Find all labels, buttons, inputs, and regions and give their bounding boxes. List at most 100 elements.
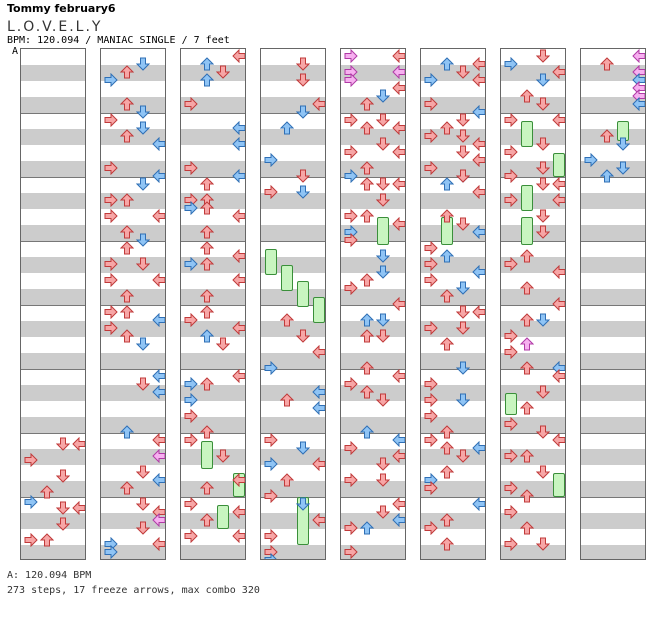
up-arrow-icon — [56, 517, 70, 531]
beat-band — [341, 225, 405, 241]
up-arrow-icon — [376, 393, 390, 407]
down-arrow-icon — [120, 65, 134, 79]
left-arrow-icon — [504, 537, 518, 551]
measure-line — [181, 433, 245, 434]
down-arrow-icon — [600, 169, 614, 183]
measure-line — [21, 433, 85, 434]
beat-band — [341, 97, 405, 113]
beat-band — [501, 513, 565, 529]
right-arrow-icon — [472, 137, 485, 151]
chart-column-2 — [100, 48, 166, 560]
down-arrow-icon — [120, 97, 134, 111]
down-arrow-icon — [360, 361, 374, 375]
beat-band — [101, 289, 165, 305]
measure-line — [21, 113, 85, 114]
up-arrow-icon — [456, 281, 470, 295]
right-arrow-icon — [152, 273, 165, 287]
down-arrow-icon — [360, 209, 374, 223]
right-arrow-icon — [392, 449, 405, 463]
right-arrow-icon — [152, 385, 165, 399]
freeze-arrow-body — [553, 473, 565, 497]
measure-line — [581, 305, 645, 306]
beat-band — [501, 97, 565, 113]
down-arrow-icon — [440, 57, 454, 71]
right-arrow-icon — [232, 529, 245, 543]
beat-band — [421, 385, 485, 401]
right-arrow-icon — [152, 169, 165, 183]
song-artist: Tommy february6 — [7, 2, 116, 15]
beat-band — [101, 449, 165, 465]
left-arrow-icon — [424, 321, 438, 335]
beat-band — [181, 545, 245, 559]
right-arrow-icon — [392, 49, 405, 63]
up-arrow-icon — [376, 193, 390, 207]
up-arrow-icon — [616, 161, 630, 175]
left-arrow-icon — [344, 441, 358, 455]
beat-band — [21, 353, 85, 369]
beat-band — [501, 193, 565, 209]
right-arrow-icon — [392, 297, 405, 311]
freeze-arrow-body — [281, 265, 293, 291]
down-arrow-icon — [520, 521, 534, 535]
beat-band — [581, 385, 645, 401]
measure-line — [261, 497, 325, 498]
measure-line — [21, 241, 85, 242]
right-arrow-icon — [232, 137, 245, 151]
beat-band — [101, 97, 165, 113]
left-arrow-icon — [104, 545, 118, 559]
down-arrow-icon — [440, 289, 454, 303]
left-arrow-icon — [104, 209, 118, 223]
down-arrow-icon — [440, 121, 454, 135]
down-arrow-icon — [520, 489, 534, 503]
beat-band — [341, 257, 405, 273]
down-arrow-icon — [440, 209, 454, 223]
measure-line — [181, 241, 245, 242]
left-arrow-icon — [504, 169, 518, 183]
measure-line — [421, 241, 485, 242]
left-arrow-icon — [104, 161, 118, 175]
beat-band — [581, 321, 645, 337]
left-arrow-icon — [184, 377, 198, 391]
left-arrow-icon — [184, 97, 198, 111]
measure-line — [581, 369, 645, 370]
beat-band — [21, 161, 85, 177]
beat-band — [261, 481, 325, 497]
beat-band — [581, 513, 645, 529]
measure-line — [261, 241, 325, 242]
left-arrow-icon — [504, 449, 518, 463]
beat-band — [181, 321, 245, 337]
left-arrow-icon — [264, 361, 278, 375]
beat-band — [21, 417, 85, 433]
up-arrow-icon — [376, 177, 390, 191]
right-arrow-icon — [472, 225, 485, 239]
measure-line — [341, 177, 405, 178]
measure-line — [21, 305, 85, 306]
chart-info: BPM: 120.094 / MANIAC SINGLE / 7 feet — [7, 35, 230, 46]
beat-band — [101, 193, 165, 209]
beat-band — [421, 481, 485, 497]
beat-band — [581, 161, 645, 177]
beat-band — [501, 385, 565, 401]
right-arrow-icon — [472, 153, 485, 167]
left-arrow-icon — [504, 345, 518, 359]
up-arrow-icon — [456, 321, 470, 335]
up-arrow-icon — [56, 469, 70, 483]
up-arrow-icon — [56, 437, 70, 451]
beat-band — [21, 97, 85, 113]
right-arrow-icon — [312, 385, 325, 399]
beat-band — [341, 481, 405, 497]
left-arrow-icon — [504, 193, 518, 207]
right-arrow-icon — [472, 105, 485, 119]
up-arrow-icon — [376, 505, 390, 519]
up-arrow-icon — [456, 169, 470, 183]
right-arrow-icon — [232, 121, 245, 135]
beat-band — [21, 321, 85, 337]
up-arrow-icon — [136, 121, 150, 135]
beat-band — [501, 545, 565, 559]
beat-band — [421, 193, 485, 209]
down-arrow-icon — [200, 377, 214, 391]
chart-column-6 — [420, 48, 486, 560]
beat-band — [261, 193, 325, 209]
beat-band — [341, 449, 405, 465]
right-arrow-icon — [232, 273, 245, 287]
